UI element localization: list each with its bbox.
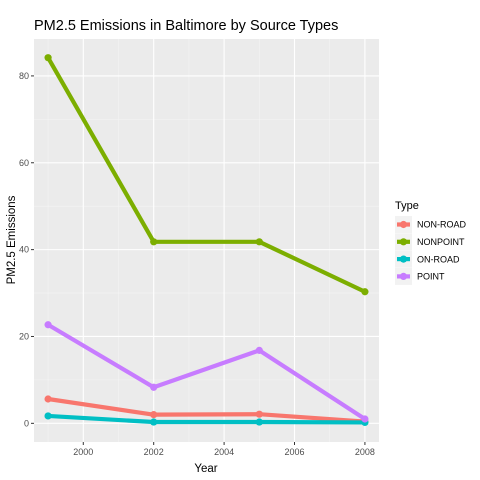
x-axis: 2000 2002 2004 2006 2008: [73, 442, 375, 457]
data-point-non-road: [255, 410, 263, 418]
legend-label-nonpoint: NONPOINT: [417, 237, 465, 247]
series-line-point: [47, 322, 367, 421]
legend-label-point: POINT: [417, 272, 445, 282]
x-tick-label: 2004: [214, 447, 234, 457]
data-point-non-road: [44, 395, 52, 403]
series-line-non-road: [47, 396, 366, 424]
y-tick-label: 80: [19, 71, 29, 81]
legend-swatch-point-non-road: [399, 220, 408, 229]
y-tick-label: 40: [19, 245, 29, 255]
data-point-point: [44, 321, 52, 329]
y-tick-label: 0: [24, 418, 29, 428]
legend-title: Type: [395, 200, 419, 212]
data-point-nonpoint: [361, 288, 369, 296]
data-point-on-road: [255, 418, 263, 426]
y-tick-label: 60: [19, 158, 29, 168]
y-axis: 0 20 40 60 80: [19, 71, 34, 428]
legend-swatch-point-on-road: [399, 255, 408, 263]
series-line-nonpoint: [46, 56, 366, 294]
x-tick-label: 2008: [355, 447, 375, 457]
y-tick-label: 20: [19, 331, 29, 341]
chart-title: PM2.5 Emissions in Baltimore by Source T…: [34, 18, 338, 34]
data-point-nonpoint: [44, 54, 52, 62]
legend-label-non-road: NON-ROAD: [417, 220, 466, 230]
data-point-on-road: [44, 412, 52, 420]
data-point-point: [150, 383, 158, 391]
x-tick-label: 2000: [73, 447, 93, 457]
legend-swatch-point-nonpoint: [399, 238, 408, 246]
data-point-nonpoint: [150, 238, 158, 246]
x-axis-title: Year: [194, 463, 217, 475]
data-point-point: [361, 415, 369, 423]
legend-swatch-point-point: [399, 272, 408, 280]
series-layer: [44, 54, 369, 427]
series-line-on-road: [47, 413, 365, 425]
data-point-nonpoint: [255, 238, 263, 246]
y-axis-title: PM2.5 Emissions: [6, 195, 18, 284]
data-point-point: [255, 346, 263, 354]
legend-label-on-road: ON-ROAD: [417, 254, 460, 264]
data-point-on-road: [150, 418, 158, 426]
x-tick-label: 2006: [284, 447, 304, 457]
legend: Type NON-ROAD NONPOINT ON-ROAD POINT: [395, 200, 466, 285]
x-tick-label: 2002: [144, 447, 164, 457]
data-point-non-road: [150, 411, 158, 419]
